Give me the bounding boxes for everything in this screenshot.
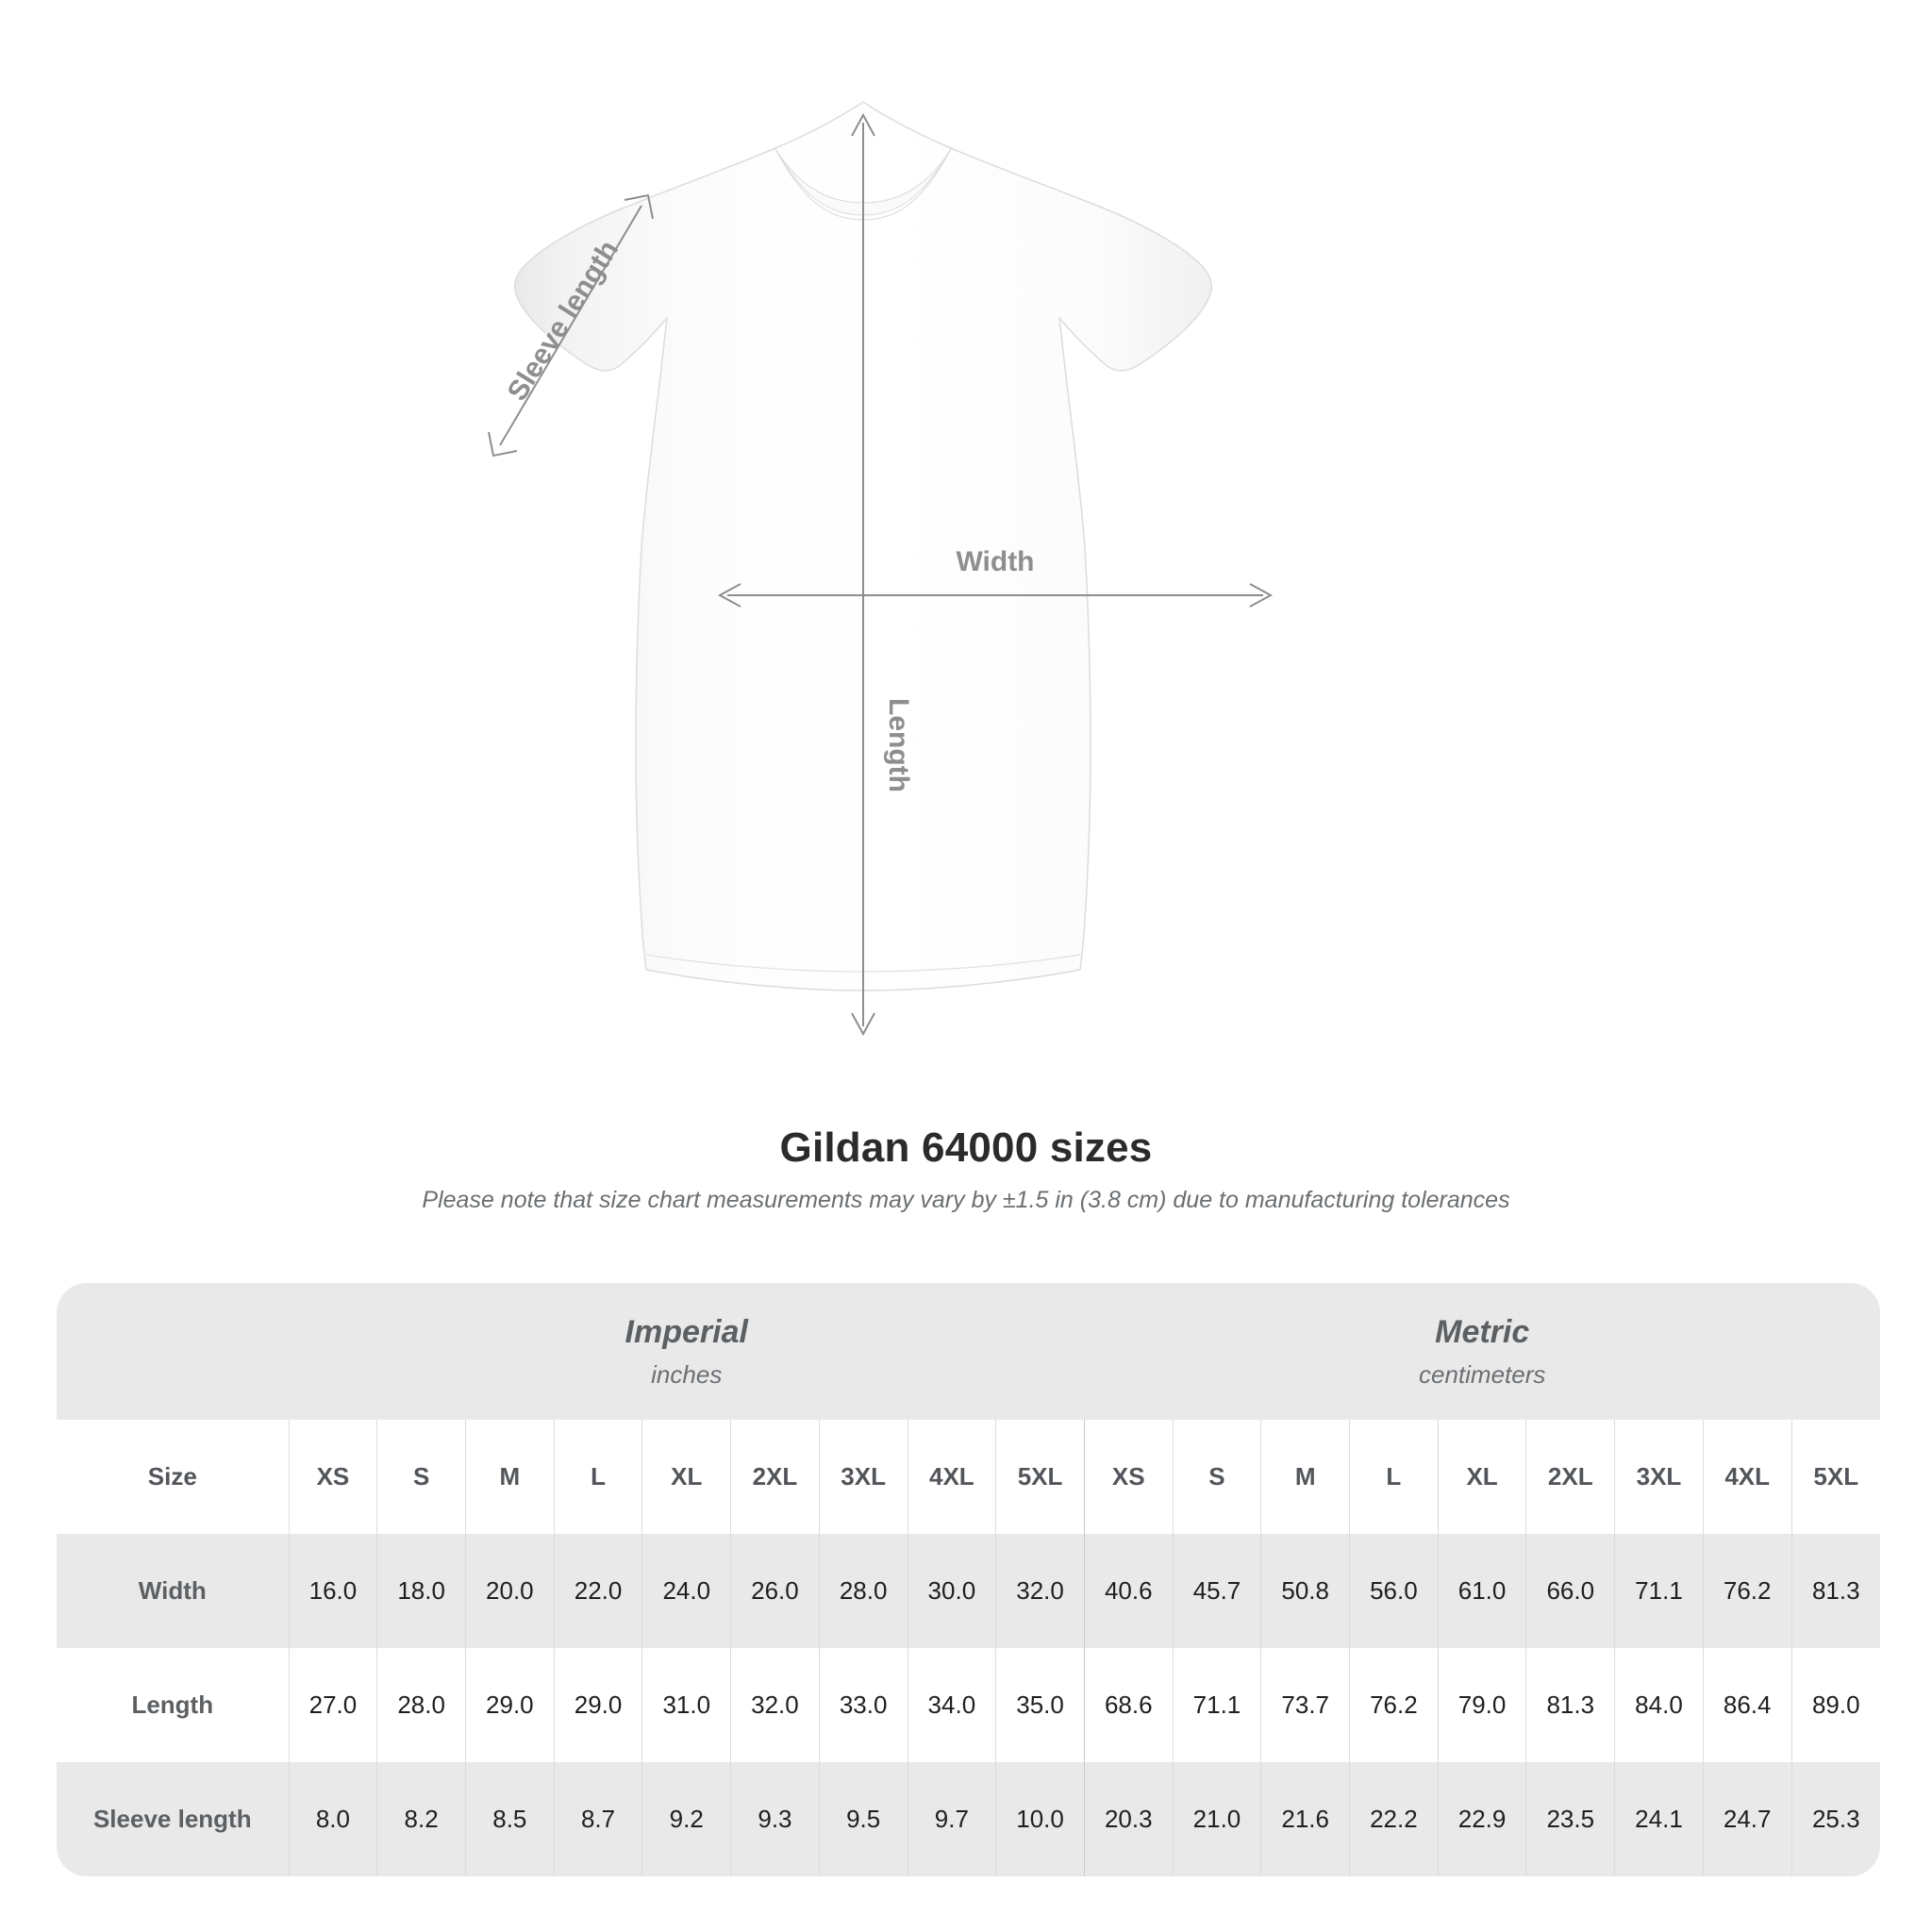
svg-text:Width: Width: [956, 546, 1034, 577]
svg-text:Length: Length: [883, 698, 914, 792]
